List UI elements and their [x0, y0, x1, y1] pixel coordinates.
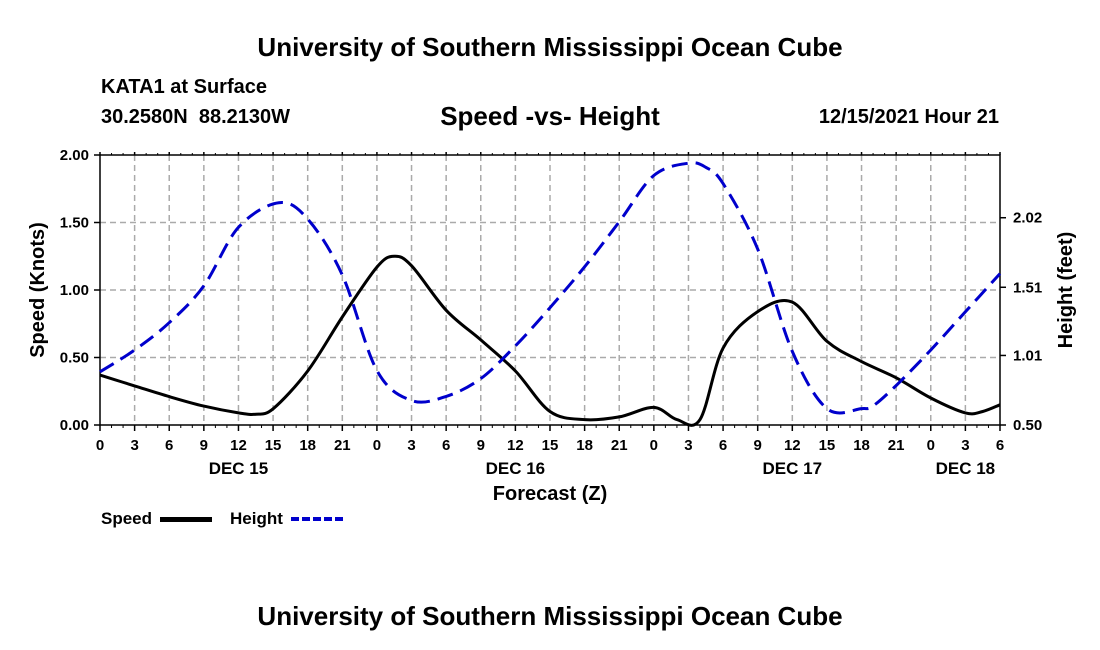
series-line-height: [99, 161, 1002, 415]
x-tick-label: 15: [265, 437, 282, 454]
x-tick-label: 6: [719, 437, 727, 454]
y-tick-label: 2.00: [60, 147, 89, 164]
legend-speed-label: Speed: [101, 509, 153, 528]
x-tick-label: 15: [542, 437, 559, 454]
y2-tick-label: 0.50: [1013, 417, 1042, 434]
y-axis-label: Speed (Knots): [27, 222, 49, 358]
x-tick-label: 21: [611, 437, 628, 454]
x-tick-label: 9: [200, 437, 208, 454]
coordinates-label: 30.2580N 88.2130W: [101, 106, 291, 128]
y-tick-label: 1.00: [60, 282, 89, 299]
x-tick-label: 3: [684, 437, 692, 454]
x-tick-label: 0: [927, 437, 935, 454]
x-day-label: DEC 15: [209, 459, 269, 478]
grid-layer: [100, 155, 1000, 425]
x-day-label: DEC 17: [763, 459, 823, 478]
y2-tick-label: 1.51: [1013, 279, 1042, 296]
legend-speed-swatch: [160, 517, 212, 522]
chart-subtitle: Speed -vs- Height: [440, 101, 660, 131]
y2-tick-label: 2.02: [1013, 210, 1042, 227]
x-tick-label: 18: [576, 437, 593, 454]
series-line-speed: [99, 254, 1001, 427]
legend-height-label: Height: [230, 509, 283, 528]
axis-layer: 0 3 6 9 12 15 18 21 0 3 6 9 12 15 18 21 0 3 6 9 12 15 18 21 0 3 6D…: [60, 147, 1042, 478]
x-tick-label: 18: [853, 437, 870, 454]
x-tick-label: 12: [230, 437, 247, 454]
footer-title: University of Southern Mississippi Ocean…: [257, 601, 843, 631]
x-axis-label: Forecast (Z): [493, 483, 607, 505]
x-tick-label: 3: [407, 437, 415, 454]
x-tick-label: 6: [442, 437, 450, 454]
y-tick-label: 0.00: [60, 417, 89, 434]
x-tick-label: 3: [130, 437, 138, 454]
x-tick-label: 6: [165, 437, 173, 454]
series-layer: [99, 161, 1002, 427]
forecast-datetime: 12/15/2021 Hour 21: [818, 106, 999, 128]
station-label: KATA1 at Surface: [101, 76, 267, 98]
x-tick-label: 0: [96, 437, 104, 454]
x-tick-label: 21: [334, 437, 351, 454]
y-tick-label: 1.50: [60, 215, 89, 232]
x-tick-label: 18: [299, 437, 316, 454]
x-tick-label: 0: [650, 437, 658, 454]
y-tick-label: 0.50: [60, 350, 89, 367]
x-tick-label: 6: [996, 437, 1004, 454]
x-tick-label: 9: [754, 437, 762, 454]
x-tick-label: 12: [784, 437, 801, 454]
x-tick-label: 3: [961, 437, 969, 454]
legend-height-swatch: [291, 517, 343, 521]
y2-tick-label: 1.01: [1013, 347, 1042, 364]
page-title: University of Southern Mississippi Ocean…: [257, 32, 843, 62]
y2-axis-label: Height (feet): [1055, 232, 1077, 349]
x-tick-label: 12: [507, 437, 524, 454]
x-tick-label: 0: [373, 437, 381, 454]
x-tick-label: 15: [819, 437, 836, 454]
x-tick-label: 21: [888, 437, 905, 454]
x-day-label: DEC 18: [936, 459, 996, 478]
x-day-label: DEC 16: [486, 459, 546, 478]
x-tick-label: 9: [477, 437, 485, 454]
